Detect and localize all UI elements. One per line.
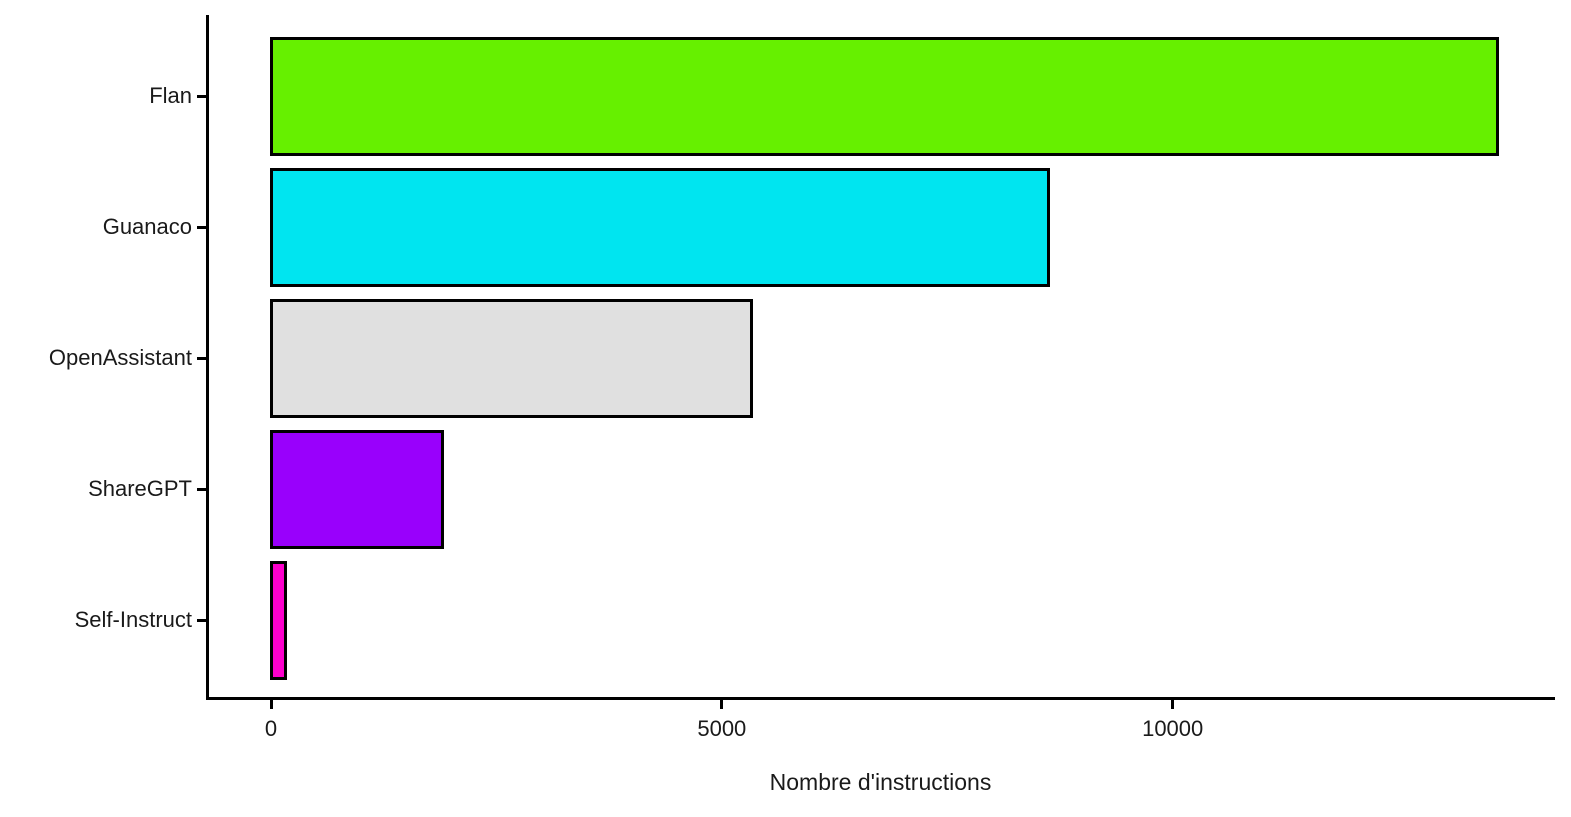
y-axis-label: OpenAssistant [48,345,192,370]
y-tick-mark [197,94,206,98]
y-axis-line [206,15,209,699]
x-tick-mark [720,700,724,709]
y-tick-mark [197,618,206,622]
y-tick-mark [197,356,206,360]
y-axis-label: Self-Instruct [74,607,192,632]
x-tick-label: 5000 [697,716,747,741]
bar-guanaco [269,167,1050,287]
bar-sharegpt [269,429,444,549]
x-tick-label: 0 [264,716,278,741]
x-tick-mark [1171,700,1175,709]
y-tick-mark [197,225,206,229]
bar-openassistant [269,298,754,418]
y-tick-mark [197,487,206,491]
bar-self-instruct [269,560,287,680]
y-axis-label: ShareGPT [88,476,192,501]
x-tick-mark [269,700,273,709]
x-axis-title: Nombre d'instructions [769,769,992,795]
x-tick-label: 10000 [1142,716,1204,741]
y-axis-label: Guanaco [102,214,192,239]
bar-flan [269,36,1499,156]
y-axis-label: Flan [149,83,192,108]
x-axis-line [206,697,1555,700]
